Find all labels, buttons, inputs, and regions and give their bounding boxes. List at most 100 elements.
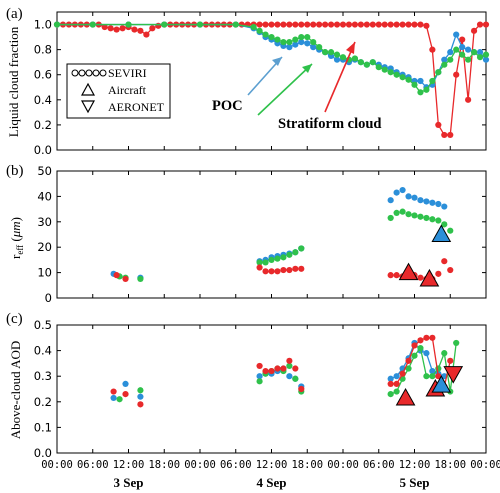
data-point (381, 66, 388, 73)
data-point (298, 21, 305, 28)
data-point (393, 71, 400, 78)
data-point (453, 46, 460, 53)
data-point (375, 21, 382, 28)
data-point (393, 209, 400, 217)
data-point (393, 380, 400, 387)
data-point (441, 56, 448, 63)
data-point (292, 36, 299, 43)
data-point (256, 378, 263, 385)
panel-c: (c) Above-cloud AOD 0.0 0.1 0.2 0.3 0.4 0.5 0… (6, 311, 500, 490)
data-point (137, 393, 144, 400)
data-point (476, 49, 484, 56)
data-point (387, 69, 394, 76)
data-point (143, 31, 150, 38)
data-point (333, 51, 341, 58)
panel-c-xticks (56, 325, 487, 453)
data-point (286, 373, 293, 380)
data-point (423, 22, 430, 29)
panel-c-xtick-labels: 00:00 06:00 12:00 18:00 00:00 06:00 12:00 18:00… (41, 459, 500, 471)
data-point (232, 21, 239, 28)
data-point (292, 249, 299, 256)
data-point (429, 334, 436, 341)
data-point (298, 33, 305, 41)
data-point (286, 44, 293, 51)
data-point (280, 39, 287, 46)
data-point (256, 27, 263, 34)
data-point (298, 245, 305, 252)
data-point (417, 337, 424, 344)
triangle-up-marker (395, 387, 416, 406)
data-point (447, 266, 454, 274)
data-point (196, 21, 204, 28)
panel-a-xticks (56, 12, 487, 150)
data-point (256, 373, 263, 380)
data-point (435, 69, 442, 76)
data-point (417, 197, 424, 204)
ytick-label: 30 (37, 215, 52, 229)
data-point (322, 21, 329, 28)
data-point (286, 39, 293, 46)
data-point (411, 81, 418, 88)
data-point (429, 373, 436, 380)
data-point (417, 89, 424, 96)
data-point (387, 380, 394, 387)
data-point (113, 272, 120, 279)
data-point (351, 21, 359, 28)
panel-a-series (53, 21, 490, 139)
xtick-label: 00:00 (184, 459, 216, 471)
data-point (310, 39, 317, 46)
data-point (393, 388, 400, 395)
data-point (262, 21, 269, 28)
panel-c-yticks: 0.0 0.1 0.2 0.3 0.4 0.5 (34, 318, 486, 460)
xtick-label: 18:00 (434, 459, 466, 471)
stratiform-arrow-green (257, 63, 313, 116)
data-point (256, 264, 263, 271)
ytick-label: 50 (37, 164, 52, 178)
data-point (429, 216, 436, 223)
day-label: 5 Sep (400, 475, 430, 490)
data-point (122, 275, 129, 283)
stratiform-arrow-red (324, 41, 356, 113)
data-point (292, 365, 299, 372)
triangle-up-marker (431, 375, 452, 393)
data-point (423, 350, 430, 357)
data-point (411, 21, 418, 28)
data-point (286, 251, 293, 258)
data-point (441, 350, 448, 357)
data-point (280, 21, 287, 28)
data-point (429, 367, 436, 375)
panel-b-xticks (56, 171, 487, 298)
data-point (447, 56, 454, 63)
data-point (327, 21, 335, 28)
data-point (399, 208, 406, 215)
data-point (357, 59, 364, 66)
legend: SEVIRI Aircraft AERONET (66, 63, 171, 119)
ytick-label: 20 (37, 240, 52, 254)
data-point (405, 211, 412, 218)
data-point (113, 26, 120, 33)
data-point (268, 256, 275, 263)
data-point (351, 55, 359, 62)
data-point (381, 21, 388, 28)
data-point (107, 25, 114, 32)
data-point (339, 21, 347, 28)
data-point (387, 375, 394, 382)
data-point (363, 21, 370, 28)
data-point (435, 200, 442, 208)
data-point (393, 373, 400, 380)
ytick-label: 0.0 (34, 446, 52, 460)
day-label: 4 Sep (257, 475, 287, 490)
data-point (387, 21, 394, 28)
data-point (262, 259, 269, 266)
legend-triangle-up-icon (80, 82, 96, 96)
data-point (459, 36, 466, 43)
data-point (441, 203, 448, 210)
data-point (286, 362, 293, 370)
data-point (417, 77, 424, 85)
data-point (280, 266, 287, 274)
data-point (286, 266, 293, 274)
data-point (137, 401, 144, 408)
panel-b-ylabel: reff (μm) (8, 217, 25, 259)
data-point (298, 265, 305, 272)
